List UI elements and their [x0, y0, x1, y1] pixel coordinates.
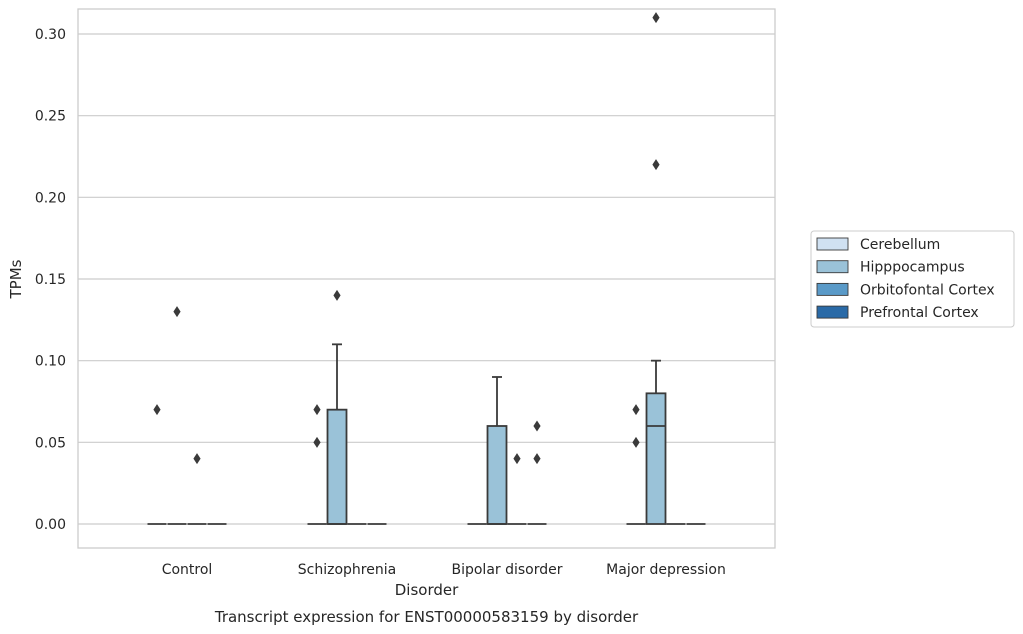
box-hipppocampus-3 [486, 376, 508, 525]
y-axis-ticks: 0.00 0.05 0.10 0.15 0.20 0.25 0.30 [35, 27, 66, 533]
box-cerebellum-4 [626, 404, 646, 525]
box-body [486, 425, 508, 525]
outlier-point [333, 289, 341, 301]
outlier-point [193, 453, 201, 465]
box-body [645, 392, 667, 525]
legend-label: Prefrontal Cortex [860, 305, 979, 321]
box-hipppocampus-1 [167, 306, 187, 525]
y-tick-label: 0.20 [35, 190, 66, 206]
box-prefrontal-cortex-3 [527, 420, 547, 525]
legend-swatch [816, 260, 849, 274]
chart-caption: Transcript expression for ENST0000058315… [214, 608, 639, 626]
y-tick-label: 0.30 [35, 27, 66, 43]
outlier-point [533, 453, 541, 465]
plot-frame [77, 8, 776, 549]
x-tick-label: Schizophrenia [298, 562, 396, 578]
box-plot-marks [147, 12, 706, 525]
legend-frame [810, 230, 1015, 328]
legend-label: Hipppocampus [860, 260, 965, 276]
y-axis-label: TPMs [7, 259, 25, 299]
y-tick-label: 0.05 [35, 435, 66, 451]
outlier-point [153, 404, 161, 416]
outlier-point [313, 404, 321, 416]
outlier-point [313, 436, 321, 448]
x-tick-label: Major depression [606, 562, 726, 578]
legend-swatch [816, 305, 849, 319]
outlier-point [652, 12, 660, 24]
box-orbitofontal-cortex-3 [507, 453, 527, 525]
outlier-point [513, 453, 521, 465]
legend-swatch [816, 282, 849, 296]
legend-items: Cerebellum Hipppocampus Orbitofontal Corte… [816, 237, 995, 321]
y-tick-label: 0.10 [35, 354, 66, 370]
y-tick-label: 0.25 [35, 109, 66, 125]
outlier-point [533, 420, 541, 432]
legend-label: Cerebellum [860, 237, 940, 253]
box-cerebellum-2 [307, 404, 327, 525]
outlier-point [173, 306, 181, 318]
box-orbitofontal-cortex-1 [187, 453, 207, 525]
legend: Cerebellum Hipppocampus Orbitofontal Corte… [810, 230, 1015, 328]
legend-swatch [816, 237, 849, 251]
legend-label: Orbitofontal Cortex [860, 282, 995, 298]
box-hipppocampus-4 [645, 12, 667, 525]
x-axis-label: Disorder [395, 581, 459, 599]
outlier-point [632, 436, 640, 448]
y-tick-label: 0.15 [35, 272, 66, 288]
box-body [326, 408, 348, 525]
box-hipppocampus-2 [326, 289, 348, 525]
box-cerebellum-1 [147, 404, 167, 525]
outlier-point [632, 404, 640, 416]
x-tick-label: Control [162, 562, 213, 578]
grid-lines [78, 33, 775, 525]
y-tick-label: 0.00 [35, 517, 66, 533]
x-axis-ticks: Control Schizophrenia Bipolar disorder Majo… [162, 562, 726, 578]
outlier-point [652, 159, 660, 171]
x-tick-label: Bipolar disorder [451, 562, 562, 578]
